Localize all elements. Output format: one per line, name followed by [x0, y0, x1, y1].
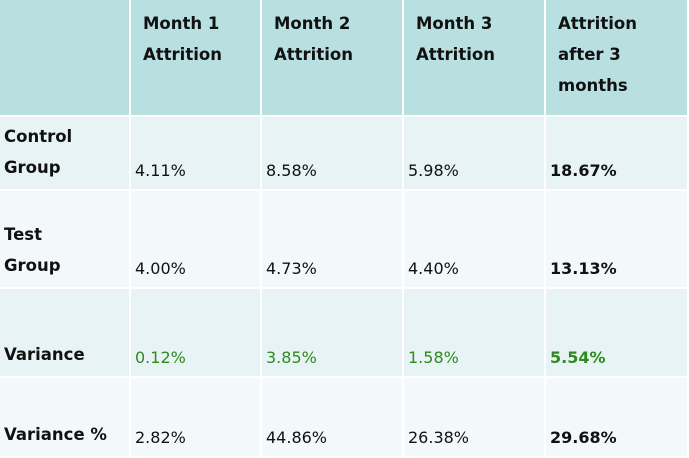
- cell-test-total: 13.13%: [546, 191, 689, 289]
- row-label-control-group: Control Group: [0, 117, 131, 191]
- row-label-test-group: Test Group: [0, 191, 131, 289]
- header-cell-total: Attrition after 3 months: [546, 0, 689, 117]
- cell-test-month2: 4.73%: [262, 191, 404, 289]
- cell-control-month3: 5.98%: [404, 117, 546, 191]
- header-cell-month2: Month 2 Attrition: [262, 0, 404, 117]
- cell-variance-pct-total: 29.68%: [546, 378, 689, 458]
- cell-control-month1: 4.11%: [131, 117, 262, 191]
- header-cell-month1: Month 1 Attrition: [131, 0, 262, 117]
- cell-variance-pct-month2: 44.86%: [262, 378, 404, 458]
- cell-variance-pct-month3: 26.38%: [404, 378, 546, 458]
- row-label-variance: Variance: [0, 289, 131, 378]
- cell-variance-month2: 3.85%: [262, 289, 404, 378]
- cell-variance-month3: 1.58%: [404, 289, 546, 378]
- cell-variance-total: 5.54%: [546, 289, 689, 378]
- cell-control-month2: 8.58%: [262, 117, 404, 191]
- header-cell-month3: Month 3 Attrition: [404, 0, 546, 117]
- row-label-variance-percent: Variance %: [0, 378, 131, 458]
- cell-test-month3: 4.40%: [404, 191, 546, 289]
- cell-variance-month1: 0.12%: [131, 289, 262, 378]
- cell-control-total: 18.67%: [546, 117, 689, 191]
- header-cell-empty: [0, 0, 131, 117]
- cell-test-month1: 4.00%: [131, 191, 262, 289]
- cell-variance-pct-month1: 2.82%: [131, 378, 262, 458]
